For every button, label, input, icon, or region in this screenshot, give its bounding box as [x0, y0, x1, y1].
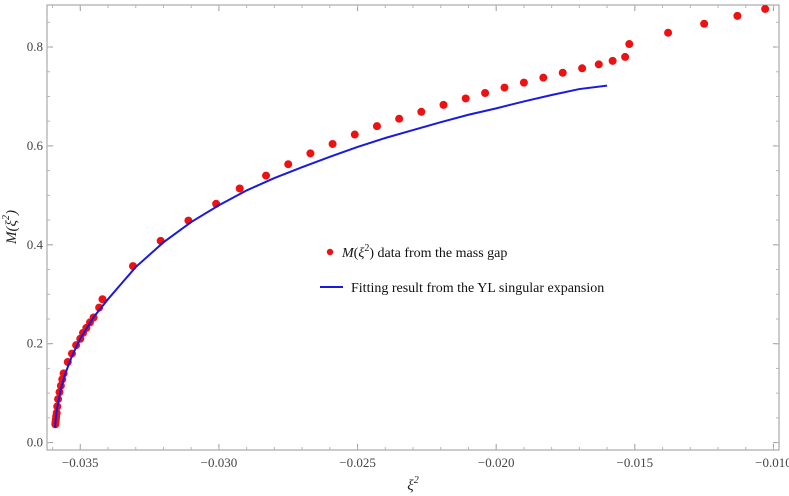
plot-frame — [46, 4, 780, 451]
data-point — [328, 139, 337, 148]
data-point — [700, 19, 709, 28]
data-point — [608, 56, 617, 65]
y-tick-label: 0.2 — [27, 336, 43, 351]
data-point — [262, 171, 271, 180]
data-point — [558, 68, 567, 77]
fit-curve — [54, 84, 608, 428]
data-point — [417, 107, 426, 116]
x-axis-title: ξ2 — [407, 475, 418, 494]
data-point — [578, 64, 587, 73]
data-point — [664, 28, 673, 37]
data-point — [461, 94, 470, 103]
data-point — [395, 114, 404, 123]
series-layer — [51, 4, 770, 429]
legend-text-fit: Fitting result from the YL singular expa… — [351, 281, 604, 296]
x-tick-label: −0.010 — [755, 455, 789, 470]
x-axis-ticks: −0.035 −0.030 −0.025 −0.020 −0.015 −0.010 — [52, 5, 789, 470]
legend-marker-data — [326, 248, 334, 256]
y-axis-ticks: 0.0 0.2 0.4 0.6 0.8 — [27, 21, 779, 450]
data-point — [519, 78, 528, 87]
data-point — [350, 130, 359, 139]
data-point — [539, 73, 548, 82]
y-tick-label: 0.8 — [27, 39, 43, 54]
data-point — [625, 40, 634, 49]
data-point — [284, 160, 293, 169]
x-tick-label: −0.015 — [617, 455, 654, 470]
data-point — [481, 89, 490, 98]
data-point — [98, 295, 107, 304]
x-tick-label: −0.035 — [62, 455, 99, 470]
y-tick-label: 0.0 — [27, 435, 43, 450]
legend-text-data: M(ξ2) data from the mass gap — [341, 243, 507, 261]
y-tick-label: 0.6 — [27, 138, 44, 153]
data-point — [761, 4, 770, 13]
x-tick-label: −0.020 — [478, 455, 515, 470]
data-point — [235, 184, 244, 193]
data-point — [594, 60, 603, 69]
data-point — [500, 83, 509, 92]
data-point — [621, 52, 630, 61]
data-point — [439, 100, 448, 109]
data-point — [733, 11, 742, 20]
legend: M(ξ2) data from the mass gap Fitting res… — [320, 243, 604, 296]
data-point — [306, 149, 315, 158]
data-point — [372, 122, 381, 131]
y-tick-label: 0.4 — [27, 237, 44, 252]
x-tick-label: −0.030 — [201, 455, 238, 470]
x-tick-label: −0.025 — [339, 455, 376, 470]
data-point — [95, 303, 104, 312]
y-axis-title: M(ξ2) — [1, 210, 20, 245]
